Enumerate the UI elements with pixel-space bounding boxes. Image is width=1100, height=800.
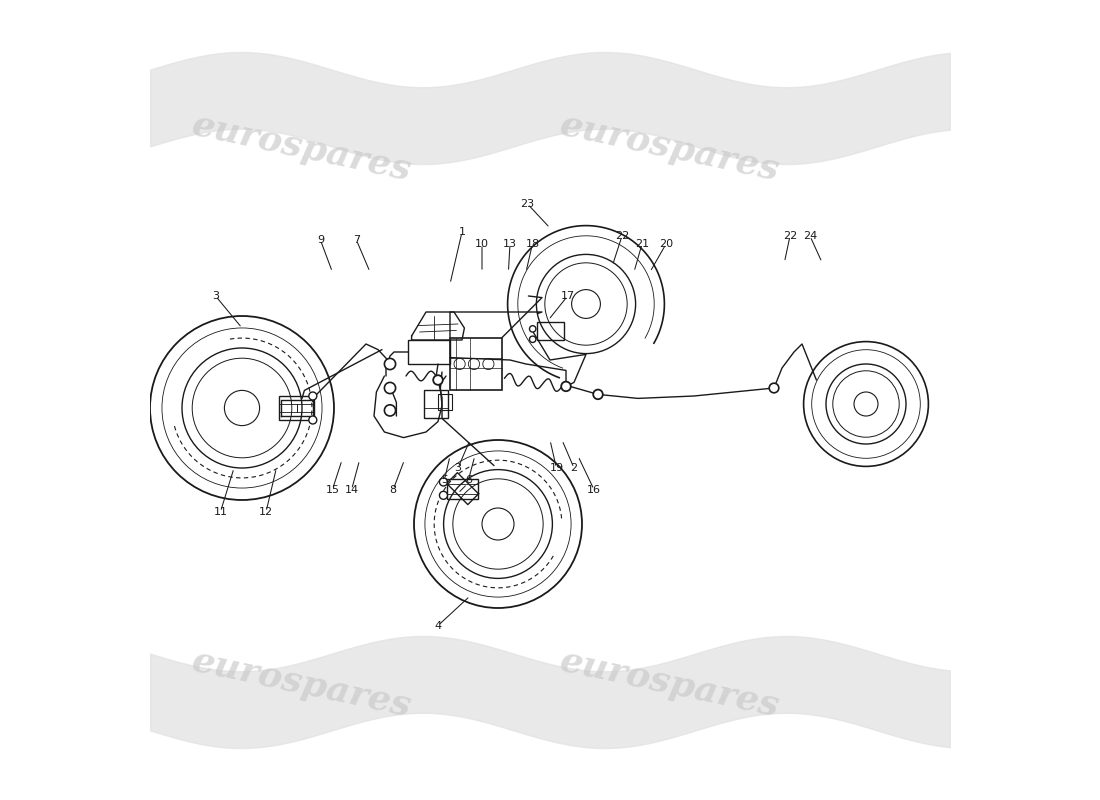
Text: 19: 19 — [549, 463, 563, 473]
Circle shape — [384, 405, 396, 416]
Text: 22: 22 — [615, 231, 629, 241]
Text: 12: 12 — [258, 507, 273, 517]
Text: 16: 16 — [587, 485, 601, 494]
Text: 11: 11 — [213, 507, 228, 517]
Text: eurospares: eurospares — [189, 644, 415, 724]
Circle shape — [529, 336, 536, 342]
Circle shape — [529, 326, 536, 332]
Text: 20: 20 — [659, 239, 673, 249]
Text: 7: 7 — [353, 235, 360, 245]
Bar — [438, 394, 452, 410]
Text: 2: 2 — [571, 463, 578, 473]
Circle shape — [439, 491, 448, 499]
Circle shape — [769, 383, 779, 393]
Text: 21: 21 — [635, 239, 649, 249]
Text: 22: 22 — [783, 231, 798, 241]
Circle shape — [384, 382, 396, 394]
Text: 9: 9 — [317, 235, 324, 245]
Text: 5: 5 — [441, 475, 448, 485]
Text: 23: 23 — [520, 199, 535, 209]
Bar — [537, 322, 564, 340]
Circle shape — [593, 390, 603, 399]
Bar — [450, 338, 502, 390]
Text: 13: 13 — [503, 239, 517, 249]
Circle shape — [384, 358, 396, 370]
Text: 14: 14 — [344, 485, 359, 494]
Text: 3: 3 — [212, 291, 219, 301]
Text: 17: 17 — [561, 291, 574, 301]
Text: 8: 8 — [389, 485, 397, 494]
Text: 6: 6 — [465, 475, 472, 485]
Text: 10: 10 — [475, 239, 490, 249]
Bar — [425, 390, 449, 418]
Circle shape — [433, 375, 443, 385]
Text: eurospares: eurospares — [557, 644, 783, 724]
Text: 15: 15 — [326, 485, 340, 494]
Circle shape — [309, 416, 317, 424]
Text: eurospares: eurospares — [189, 108, 415, 188]
Circle shape — [439, 478, 448, 486]
Bar — [408, 340, 450, 364]
Text: 24: 24 — [803, 231, 817, 241]
Text: 18: 18 — [526, 239, 539, 249]
Circle shape — [309, 392, 317, 400]
Bar — [448, 478, 477, 498]
Bar — [279, 396, 312, 420]
Text: 3: 3 — [454, 463, 462, 473]
Text: 1: 1 — [459, 227, 465, 237]
Circle shape — [561, 382, 571, 391]
Text: eurospares: eurospares — [557, 108, 783, 188]
Text: 4: 4 — [434, 621, 441, 630]
